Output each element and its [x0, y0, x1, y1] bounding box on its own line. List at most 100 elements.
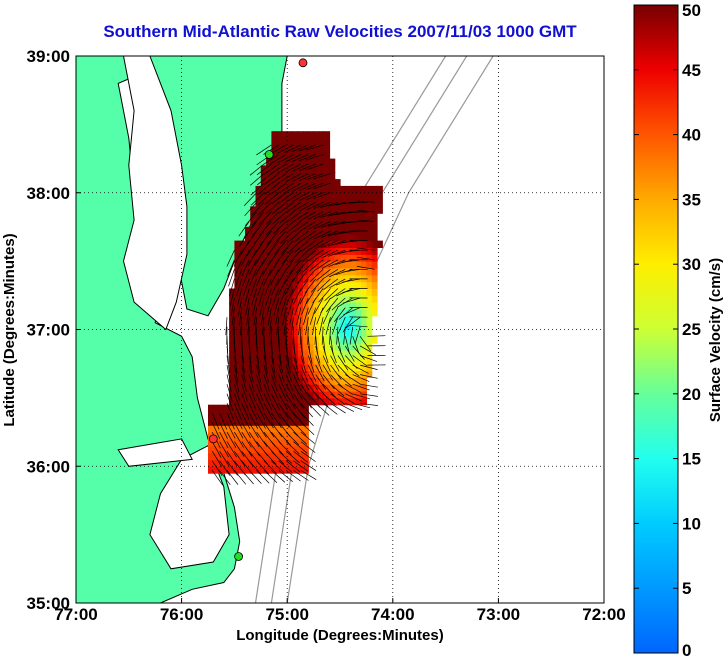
velocity-cell — [276, 274, 283, 283]
velocity-cell — [234, 425, 241, 433]
velocity-vector — [330, 383, 345, 397]
velocity-cell — [329, 370, 336, 378]
velocity-cell — [297, 370, 304, 378]
velocity-cell — [276, 268, 283, 276]
velocity-cell — [287, 315, 294, 324]
velocity-cell — [345, 391, 352, 399]
velocity-cell — [271, 199, 278, 207]
velocity-cell — [245, 411, 251, 419]
velocity-cell — [250, 329, 257, 337]
velocity-vector — [256, 384, 264, 402]
velocity-cell — [334, 268, 341, 276]
velocity-cell — [329, 295, 336, 303]
velocity-cell — [345, 261, 352, 269]
velocity-cell — [292, 274, 299, 283]
velocity-cell — [329, 302, 336, 310]
velocity-cell — [345, 356, 352, 365]
velocity-cell — [303, 459, 309, 467]
velocity-cell — [292, 240, 299, 248]
velocity-cell — [271, 466, 278, 474]
velocity-cell — [276, 281, 283, 289]
velocity-cell — [239, 452, 246, 460]
velocity-cell — [340, 261, 346, 269]
velocity-cell — [266, 466, 272, 474]
velocity-cell — [308, 309, 315, 317]
velocity-cell — [271, 213, 278, 221]
velocity-cell — [239, 309, 246, 317]
velocity-vector — [300, 412, 314, 427]
velocity-cell — [234, 281, 241, 289]
velocity-cell — [266, 288, 272, 296]
velocity-cell — [350, 391, 357, 399]
velocity-vector — [320, 230, 339, 238]
velocity-cell — [250, 322, 257, 331]
velocity-cell — [292, 233, 299, 242]
velocity-cell — [350, 213, 357, 221]
velocity-cell — [260, 350, 267, 358]
velocity-vector — [266, 230, 280, 245]
velocity-vector — [300, 470, 317, 480]
velocity-cell — [308, 199, 315, 207]
velocity-cell — [292, 151, 299, 160]
velocity-vector — [290, 269, 302, 285]
velocity-cell — [234, 350, 241, 358]
velocity-vector — [279, 211, 294, 224]
velocity-vector — [321, 259, 339, 269]
velocity-cell — [245, 370, 251, 378]
velocity-cell — [281, 411, 288, 419]
velocity-cell — [250, 336, 257, 344]
velocity-cell — [308, 185, 315, 194]
velocity-cell — [329, 185, 336, 194]
velocity-cell — [208, 411, 214, 419]
velocity-cell — [292, 138, 299, 146]
velocity-vector — [226, 451, 238, 467]
velocity-cell — [324, 226, 331, 235]
velocity-cell — [329, 309, 336, 317]
velocity-cell — [271, 138, 278, 146]
velocity-cell — [303, 350, 309, 358]
velocity-cell — [297, 172, 304, 180]
velocity-cell — [213, 411, 220, 419]
velocity-cell — [340, 350, 346, 358]
velocity-cell — [371, 309, 378, 317]
velocity-vector — [271, 412, 282, 429]
velocity-cell — [229, 459, 235, 467]
velocity-cell — [355, 384, 362, 392]
velocity-vector — [273, 230, 287, 245]
velocity-vector — [285, 384, 295, 401]
velocity-vector — [314, 297, 324, 314]
velocity-cell — [297, 459, 304, 467]
velocity-cell — [355, 192, 362, 201]
velocity-cell — [361, 199, 367, 207]
velocity-cell — [208, 459, 214, 467]
velocity-cell — [271, 377, 278, 385]
velocity-cell — [287, 233, 294, 242]
velocity-cell — [271, 391, 278, 399]
velocity-cell — [234, 432, 241, 440]
velocity-vector — [314, 326, 317, 345]
velocity-cell — [229, 452, 235, 460]
velocity-vector — [285, 182, 302, 193]
velocity-cell — [281, 240, 288, 248]
velocity-vector — [306, 192, 324, 201]
velocity-cell — [287, 302, 294, 310]
velocity-cell — [303, 213, 309, 221]
velocity-vector — [247, 250, 257, 267]
velocity-cell — [287, 309, 294, 317]
velocity-cell — [271, 329, 278, 337]
velocity-vector — [243, 278, 250, 297]
velocity-vector — [298, 317, 302, 336]
velocity-cell — [334, 356, 341, 365]
velocity-vector — [239, 240, 250, 257]
velocity-vector — [287, 230, 302, 244]
velocity-vector — [241, 460, 254, 476]
velocity-cell — [234, 254, 241, 262]
velocity-cell — [223, 404, 230, 413]
velocity-cell — [297, 397, 304, 406]
velocity-cell — [276, 233, 283, 242]
velocity-cell — [287, 418, 294, 426]
velocity-cell — [276, 179, 283, 187]
velocity-cell — [334, 295, 341, 303]
velocity-vector — [291, 144, 309, 153]
